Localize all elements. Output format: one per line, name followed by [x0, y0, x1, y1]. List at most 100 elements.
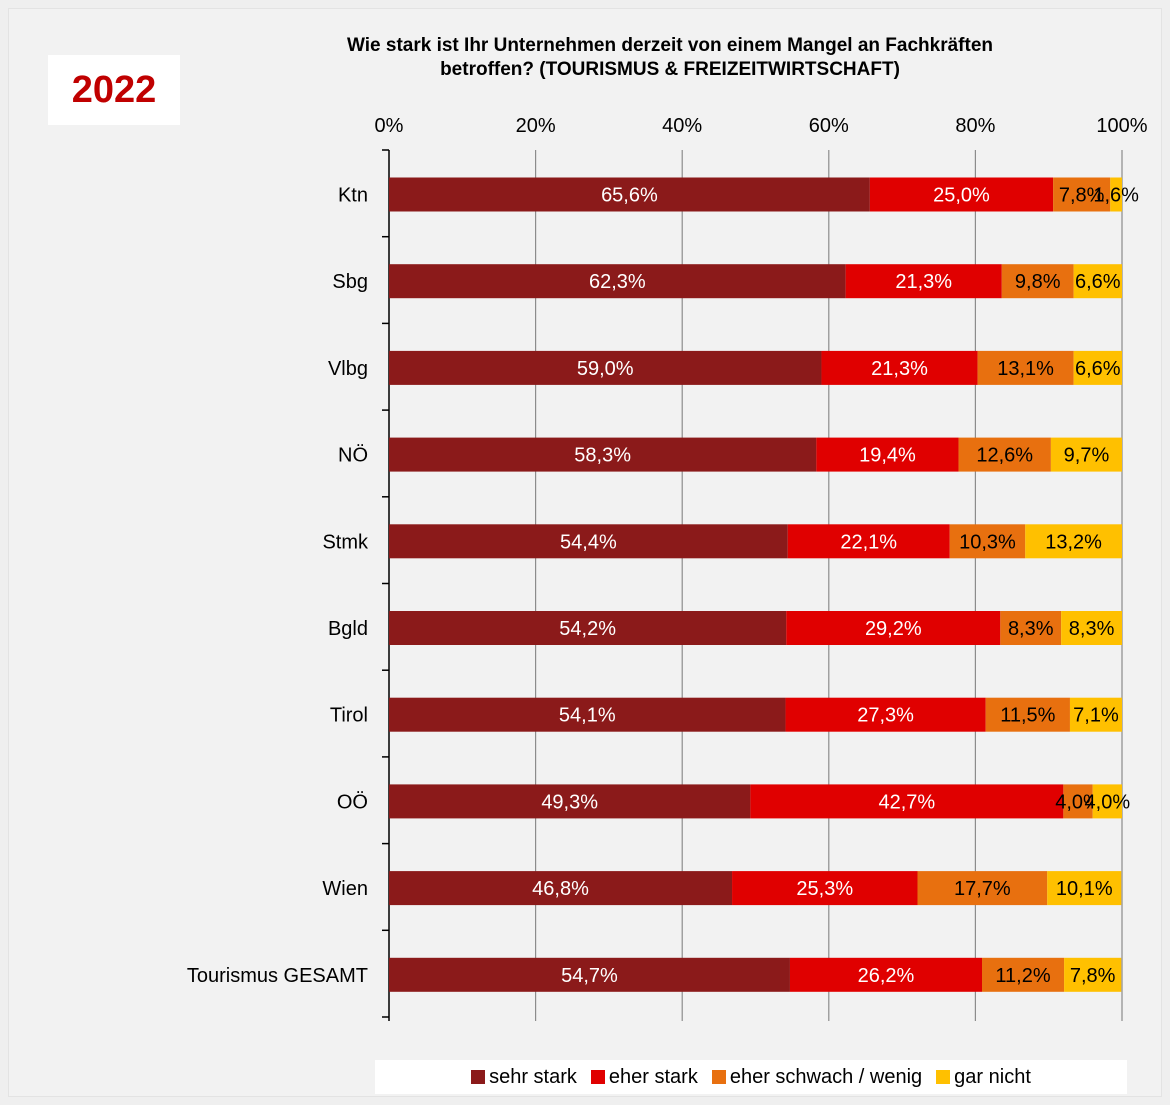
data-label: 54,7%	[561, 965, 618, 987]
bar-segment	[917, 871, 1048, 906]
bar-segment	[1063, 784, 1093, 819]
bar-segment	[789, 957, 982, 992]
data-label: 21,3%	[871, 358, 928, 380]
bar-segment	[949, 524, 1026, 559]
legend-item: gar nicht	[936, 1066, 1031, 1089]
bar-segment	[977, 350, 1074, 385]
legend-item: eher schwach / wenig	[711, 1065, 923, 1089]
x-tick-label: 80%	[955, 115, 995, 137]
category-label: Tirol	[330, 705, 368, 727]
bar-segment	[1001, 264, 1074, 299]
data-label: 13,2%	[1045, 531, 1102, 553]
bar-segment	[821, 350, 978, 385]
legend-item: sehr stark	[471, 1066, 577, 1089]
bar-segment	[785, 697, 986, 732]
bar-segment	[958, 437, 1051, 472]
chart-title-line-1: Wie stark ist Ihr Unternehmen derzeit vo…	[347, 35, 993, 56]
category-label: Stmk	[322, 531, 369, 553]
data-label: 17,7%	[954, 878, 1011, 900]
chart-title-line-2: betroffen? (TOURISMUS & FREIZEITWIRTSCHA…	[440, 59, 900, 80]
data-label: 42,7%	[879, 791, 936, 813]
x-tick-label: 100%	[1096, 115, 1147, 137]
data-label: 58,3%	[574, 445, 631, 467]
bar-segment	[389, 784, 751, 819]
bar-segment	[1064, 957, 1122, 992]
bar-segment	[389, 437, 817, 472]
data-label: 7,8%	[1059, 185, 1105, 207]
data-label: 11,2%	[995, 965, 1050, 987]
data-label: 12,6%	[976, 445, 1033, 467]
bar-segment	[732, 871, 918, 906]
data-label: 25,0%	[933, 185, 990, 207]
bar-segment	[750, 784, 1064, 819]
data-label: 11,5%	[1000, 705, 1055, 727]
data-label: 54,1%	[559, 705, 616, 727]
data-label: 6,6%	[1075, 358, 1121, 380]
x-tick-label: 60%	[809, 115, 849, 137]
bar-segment	[389, 524, 788, 559]
bar-segment	[389, 611, 787, 645]
bar-segment	[389, 264, 846, 299]
category-label: OÖ	[337, 791, 368, 813]
bar-segment	[1069, 697, 1122, 732]
bar-segment	[389, 350, 822, 385]
legend-label: eher stark	[608, 1065, 698, 1088]
legend-swatch	[936, 1070, 951, 1084]
x-tick-label: 40%	[662, 115, 702, 137]
data-label: 22,1%	[840, 531, 897, 553]
bar-segment	[787, 524, 950, 559]
bar-segment	[985, 697, 1070, 732]
legend-swatch	[471, 1070, 486, 1084]
data-label: 7,8%	[1070, 965, 1116, 987]
legend-swatch	[711, 1070, 726, 1084]
data-label: 8,3%	[1008, 618, 1054, 640]
data-label: 54,2%	[559, 618, 616, 640]
data-label: 8,3%	[1069, 618, 1115, 640]
category-label: Bgld	[328, 618, 368, 640]
chart-legend: sehr stark eher stark eher schwach / wenig…	[375, 1060, 1127, 1094]
data-label: 10,1%	[1056, 878, 1113, 900]
data-label: 19,4%	[859, 445, 916, 467]
data-label: 49,3%	[541, 791, 598, 813]
data-label: 13,1%	[997, 358, 1054, 380]
bar-segment	[1025, 524, 1122, 559]
chart-title: Wie stark ist Ihr Unternehmen derzeit vo…	[220, 34, 1120, 82]
category-label: Wien	[322, 878, 368, 900]
legend-label: sehr stark	[489, 1065, 577, 1088]
bar-segment	[389, 957, 790, 992]
bar-segment	[1110, 177, 1122, 212]
legend-label: gar nicht	[954, 1065, 1031, 1088]
data-label: 65,6%	[601, 185, 658, 207]
bar-segment	[389, 177, 870, 212]
data-label: 25,3%	[796, 878, 853, 900]
bar-segment	[981, 957, 1065, 992]
x-tick-label: 0%	[375, 115, 404, 137]
bar-segment	[1000, 611, 1062, 645]
data-label: 1,6%	[1093, 185, 1139, 207]
data-label: 7,1%	[1073, 705, 1119, 727]
bar-segment	[869, 177, 1054, 212]
data-label: 21,3%	[895, 271, 952, 293]
data-label: 4,0%	[1085, 791, 1131, 813]
bar-segment	[1053, 177, 1111, 212]
bar-segment	[1092, 784, 1122, 819]
data-label: 27,3%	[857, 705, 914, 727]
data-label: 46,8%	[532, 878, 589, 900]
bar-segment	[786, 611, 1001, 645]
data-label: 29,2%	[865, 618, 922, 640]
category-label: Tourismus GESAMT	[187, 965, 368, 987]
data-label: 9,8%	[1015, 271, 1061, 293]
bar-segment	[389, 697, 786, 732]
legend-label: eher schwach / wenig	[729, 1065, 923, 1088]
legend-item: eher stark	[590, 1065, 698, 1089]
bar-segment	[1047, 871, 1122, 906]
data-label: 54,4%	[560, 531, 617, 553]
year-badge: 2022	[48, 55, 180, 125]
bar-segment	[1050, 437, 1122, 472]
bar-segment	[1073, 264, 1122, 299]
data-label: 10,3%	[959, 531, 1016, 553]
data-label: 4,0%	[1055, 791, 1101, 813]
data-label: 59,0%	[577, 358, 634, 380]
category-label: Vlbg	[328, 358, 368, 380]
